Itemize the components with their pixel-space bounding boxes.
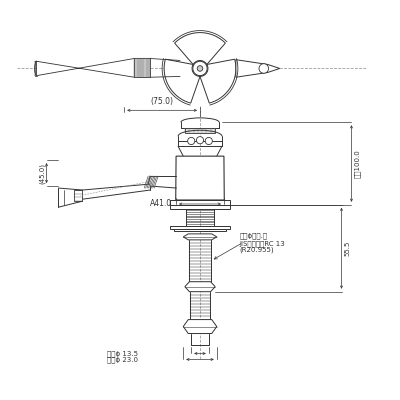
Text: 55.5: 55.5 xyxy=(344,240,350,256)
Text: (45.0): (45.0) xyxy=(38,162,45,184)
Polygon shape xyxy=(164,59,200,103)
Polygon shape xyxy=(176,156,224,200)
Bar xyxy=(170,205,230,209)
Text: (R20.955): (R20.955) xyxy=(240,247,274,253)
Text: А41.0: А41.0 xyxy=(150,200,172,208)
Circle shape xyxy=(196,137,204,144)
Circle shape xyxy=(193,61,207,76)
Text: 外径ɸ 23.0: 外径ɸ 23.0 xyxy=(107,356,138,363)
Polygon shape xyxy=(183,320,217,334)
Polygon shape xyxy=(236,60,280,77)
Circle shape xyxy=(259,64,268,73)
Bar xyxy=(74,190,82,201)
Polygon shape xyxy=(185,282,215,292)
Text: (75.0): (75.0) xyxy=(151,96,174,106)
Polygon shape xyxy=(175,33,225,64)
Text: 大径ɸ２５.０: 大径ɸ２５.０ xyxy=(214,233,268,259)
Polygon shape xyxy=(200,59,236,103)
Circle shape xyxy=(197,66,203,71)
Bar xyxy=(185,128,215,133)
Text: 最大100.0: 最大100.0 xyxy=(354,149,361,178)
Circle shape xyxy=(188,138,195,144)
Text: JIS給水管用RC 13: JIS給水管用RC 13 xyxy=(240,241,286,248)
Bar xyxy=(174,200,226,209)
Bar xyxy=(170,200,230,205)
Polygon shape xyxy=(36,58,150,77)
Polygon shape xyxy=(183,234,217,240)
Bar xyxy=(170,226,230,229)
Text: 内径ɸ 13.5: 内径ɸ 13.5 xyxy=(107,350,138,357)
Bar xyxy=(134,58,150,77)
Bar xyxy=(174,229,226,231)
Circle shape xyxy=(205,138,212,144)
